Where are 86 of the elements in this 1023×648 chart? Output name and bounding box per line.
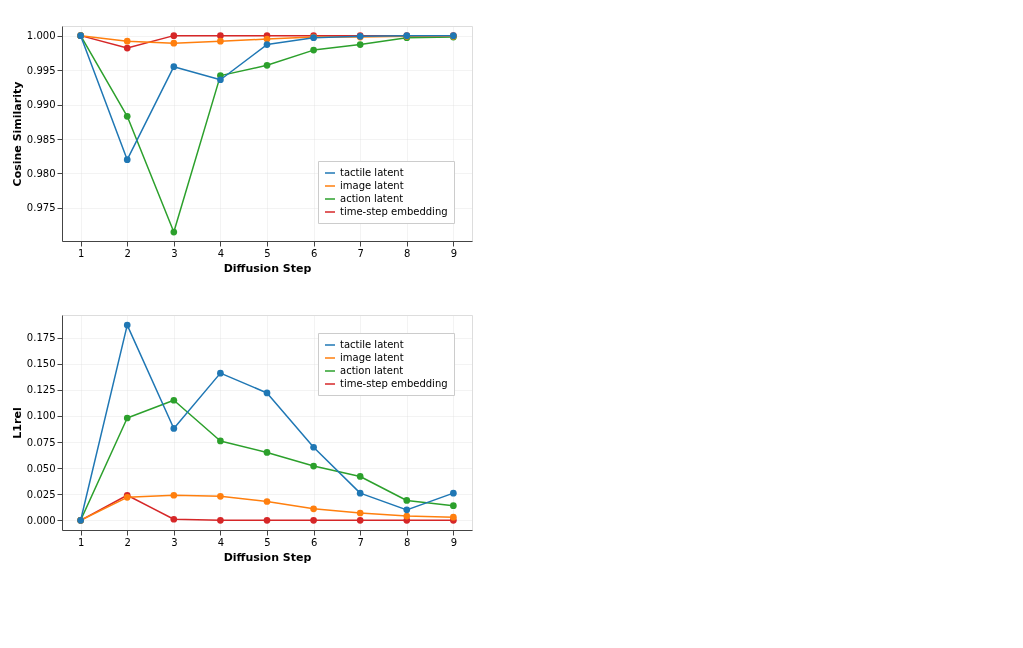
y-axis-title: L1rel [10,407,24,439]
y-tick-label: 0.175 [26,332,56,344]
point [123,414,131,422]
point [217,437,224,445]
point [170,491,178,499]
legend-label: tactile latent [340,339,404,350]
x-tick-label: 5 [264,536,271,548]
y-tick-label: 0.025 [26,488,56,500]
legend-label: action latent [340,193,404,204]
x-tick-label: 5 [264,247,271,259]
point [356,41,364,48]
point [403,497,411,504]
legend-label: time-step embedding [340,378,448,389]
legend-label: image latent [340,180,404,191]
point [217,37,224,45]
point [263,61,271,69]
x-tick-label: 9 [450,536,458,548]
point [263,498,271,505]
point [123,112,131,120]
point [217,32,224,39]
point [170,515,178,523]
x-tick-label: 4 [217,247,225,259]
y-tick-label: 1.000 [26,30,56,42]
y-tick-label: 0.975 [26,202,56,214]
point [450,489,457,497]
y-axis-title: Cosine Similarity [10,81,24,187]
x-axis-title: Diffusion Step [223,261,312,275]
point [170,425,178,432]
y-tick-label: 0.100 [26,410,56,422]
point [170,39,178,47]
x-tick-label: 2 [124,247,131,259]
point [310,516,317,524]
y-tick-label: 0.125 [26,384,56,396]
x-tick-label: 7 [357,536,364,548]
y-tick-label: 0.075 [26,436,56,448]
point [356,516,364,524]
point [217,76,224,84]
legend-label: image latent [340,352,404,363]
x-tick-label: 1 [77,536,85,548]
point [217,492,224,500]
point [450,502,457,510]
point [356,473,364,480]
y-tick-label: 0.995 [26,64,56,76]
point [123,44,131,52]
point [123,156,131,164]
point [123,321,131,329]
x-tick-label: 3 [171,247,178,259]
point [403,506,411,514]
point [310,443,317,451]
point [217,369,224,377]
point [170,396,178,404]
y-tick-label: 0.050 [26,462,56,474]
y-tick-label: 0.000 [26,514,56,526]
x-tick-label: 7 [357,247,364,259]
x-tick-label: 4 [217,536,225,548]
legend-label: time-step embedding [340,206,448,217]
point [356,489,364,497]
y-tick-label: 0.150 [26,358,56,370]
x-tick-label: 9 [450,247,458,259]
point [170,32,178,39]
x-tick-label: 2 [124,536,131,548]
point [310,462,317,470]
x-tick-label: 6 [310,536,318,548]
point [356,509,364,517]
point [170,228,178,236]
y-tick-label: 0.980 [26,167,56,179]
point [310,505,317,513]
x-tick-label: 3 [171,536,178,548]
point [263,516,271,524]
point [263,449,271,456]
legend-label: tactile latent [340,167,404,178]
x-tick-label: 8 [404,247,411,259]
x-tick-label: 6 [310,247,318,259]
y-tick-label: 0.990 [26,99,56,111]
point [310,46,317,54]
point [263,41,271,48]
x-tick-label: 8 [404,536,411,548]
point [217,516,224,524]
legend-label: action latent [340,365,404,376]
point [263,389,271,397]
y-tick-label: 0.985 [26,133,56,145]
point [123,37,131,45]
x-tick-label: 1 [77,247,85,259]
x-axis-title: Diffusion Step [223,550,312,564]
point [170,63,178,70]
point [403,512,411,520]
